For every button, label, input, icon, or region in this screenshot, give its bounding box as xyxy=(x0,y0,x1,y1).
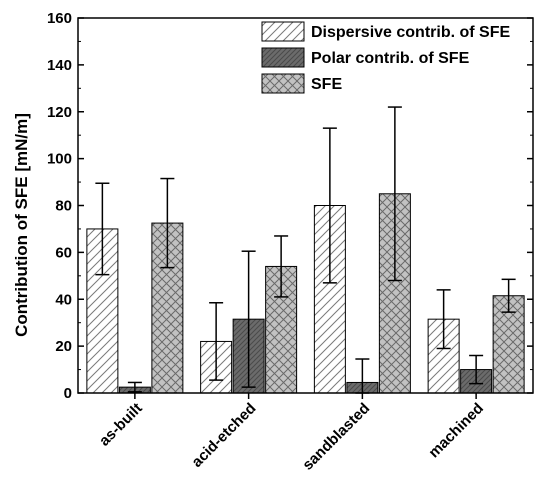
legend-label-polar: Polar contrib. of SFE xyxy=(311,50,470,67)
x-axis-ticks: as-built acid-etched sandblasted machined xyxy=(96,393,487,474)
y-axis-ticks: 0 20 40 60 80 100 120 140 160 xyxy=(47,10,533,402)
legend-swatch-dispersive xyxy=(261,21,305,42)
x-tick-label-as-built: as-built xyxy=(96,400,146,450)
y-tick-label: 20 xyxy=(55,338,72,355)
plot-frame xyxy=(77,17,534,394)
y-tick-label: 0 xyxy=(64,385,72,402)
y-tick-label: 100 xyxy=(47,151,72,168)
y-axis-title: Contribution of SFE [mN/m] xyxy=(12,113,31,337)
x-tick-label-sandblasted: sandblasted xyxy=(299,400,373,474)
legend-label-dispersive: Dispersive contrib. of SFE xyxy=(311,24,510,41)
y-tick-label: 60 xyxy=(55,244,72,261)
bars xyxy=(86,193,525,394)
error-bars xyxy=(95,106,516,394)
y-tick-label: 40 xyxy=(55,291,72,308)
legend-swatch-polar xyxy=(261,47,305,68)
x-tick-label-machined: machined xyxy=(425,400,487,462)
legend: Dispersive contrib. of SFE Polar contrib… xyxy=(261,21,510,94)
y-tick-label: 140 xyxy=(47,57,72,74)
x-tick-label-acid-etched: acid-etched xyxy=(188,400,259,471)
y-tick-label: 160 xyxy=(47,10,72,27)
legend-label-sfe: SFE xyxy=(311,76,342,93)
y-tick-label: 80 xyxy=(55,198,72,215)
legend-swatch-sfe xyxy=(261,73,305,94)
y-tick-label: 120 xyxy=(47,104,72,121)
y-axis-title-group: Contribution of SFE [mN/m] xyxy=(12,113,31,337)
